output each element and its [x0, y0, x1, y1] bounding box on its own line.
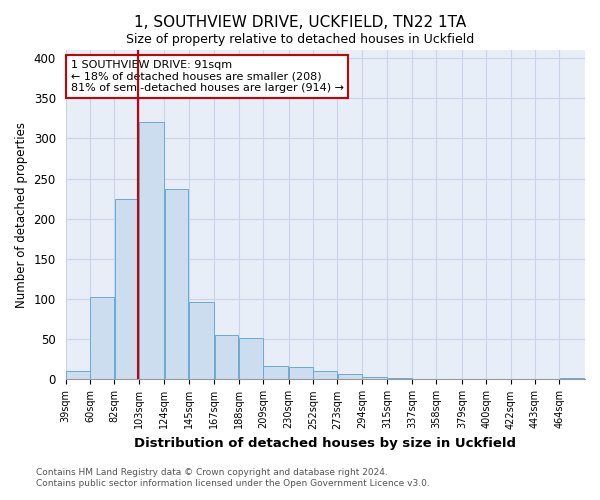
X-axis label: Distribution of detached houses by size in Uckfield: Distribution of detached houses by size … [134, 437, 516, 450]
Bar [462, 378, 486, 380]
Bar [189, 302, 214, 380]
Bar [115, 198, 139, 380]
Bar [338, 374, 362, 380]
Bar [239, 338, 263, 380]
Bar [139, 122, 164, 380]
Bar [362, 377, 387, 380]
Bar [66, 372, 89, 380]
Bar [263, 366, 289, 380]
Bar [313, 372, 337, 380]
Text: 1 SOUTHVIEW DRIVE: 91sqm
← 18% of detached houses are smaller (208)
81% of semi-: 1 SOUTHVIEW DRIVE: 91sqm ← 18% of detach… [71, 60, 344, 93]
Bar [412, 378, 436, 380]
Bar [90, 296, 114, 380]
Bar [511, 378, 535, 380]
Text: 1, SOUTHVIEW DRIVE, UCKFIELD, TN22 1TA: 1, SOUTHVIEW DRIVE, UCKFIELD, TN22 1TA [134, 15, 466, 30]
Bar [535, 378, 559, 380]
Bar [215, 336, 238, 380]
Bar [487, 378, 511, 380]
Bar [289, 368, 313, 380]
Bar [560, 378, 585, 380]
Y-axis label: Number of detached properties: Number of detached properties [15, 122, 28, 308]
Bar [388, 378, 412, 380]
Text: Contains HM Land Registry data © Crown copyright and database right 2024.
Contai: Contains HM Land Registry data © Crown c… [36, 468, 430, 487]
Bar [164, 189, 188, 380]
Text: Size of property relative to detached houses in Uckfield: Size of property relative to detached ho… [126, 32, 474, 46]
Bar [437, 378, 461, 380]
